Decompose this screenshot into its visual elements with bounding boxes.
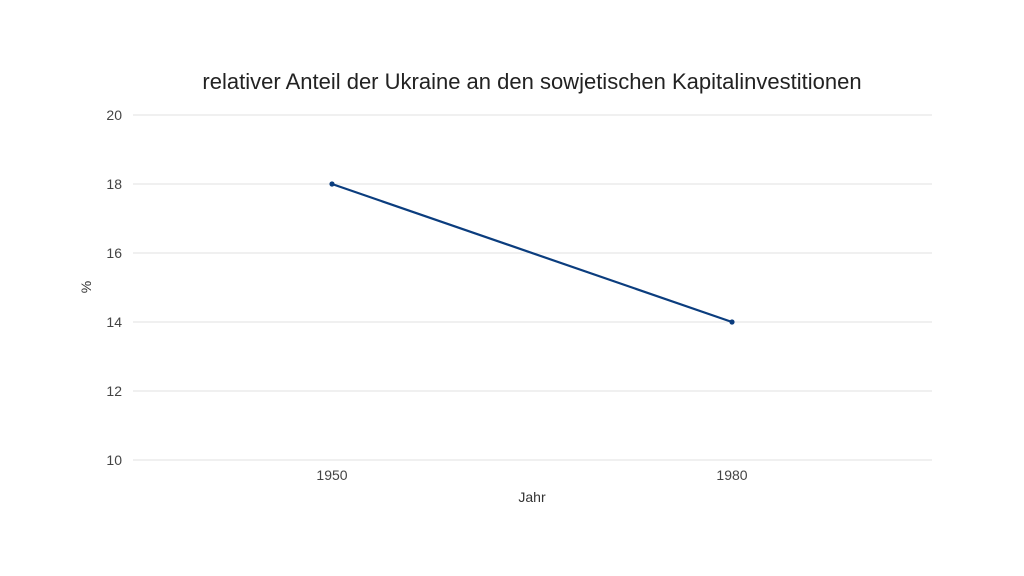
y-tick-label: 20	[106, 107, 122, 123]
y-tick-label: 16	[106, 245, 122, 261]
y-tick-label: 10	[106, 452, 122, 468]
series-line	[331, 182, 733, 324]
chart-title: relativer Anteil der Ukraine an den sowj…	[202, 69, 861, 94]
x-tick-label: 1980	[716, 467, 747, 483]
y-tick-label: 14	[106, 314, 122, 330]
x-axis-label: Jahr	[518, 489, 546, 505]
y-tick-labels: 10 12 14 16 18 20	[106, 107, 122, 468]
gridlines	[133, 114, 932, 461]
series-layer	[329, 181, 735, 325]
y-axis-label: %	[78, 281, 94, 293]
y-tick-label: 18	[106, 176, 122, 192]
data-point	[329, 181, 335, 187]
x-tick-label: 1950	[316, 467, 347, 483]
y-tick-label: 12	[106, 383, 122, 399]
data-point	[729, 319, 735, 325]
x-tick-labels: 1950 1980	[316, 467, 747, 483]
